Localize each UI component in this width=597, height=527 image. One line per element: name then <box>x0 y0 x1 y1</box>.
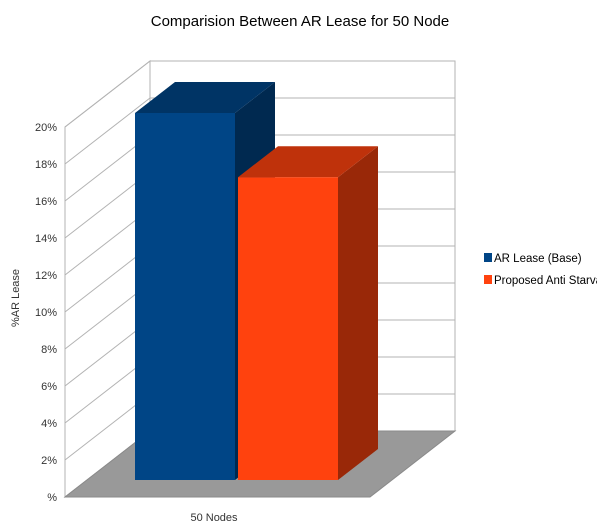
gridline <box>64 60 455 128</box>
legend-swatch <box>484 253 492 262</box>
y-tick-label: 14% <box>35 233 57 245</box>
y-axis-tick-labels: % 2% 4% 6% 8% 10% 12% 14% 16% 18% 20% <box>35 122 57 504</box>
bar-front <box>238 177 338 480</box>
y-tick-label: 16% <box>35 196 57 208</box>
y-tick-label: 8% <box>41 344 57 356</box>
y-tick-label: % <box>47 492 57 504</box>
y-tick-label: 12% <box>35 270 57 282</box>
bar-top <box>135 82 275 113</box>
y-tick-label: 20% <box>35 122 57 134</box>
bar-front <box>135 113 235 480</box>
y-tick-label: 18% <box>35 159 57 171</box>
y-axis-title: %AR Lease <box>10 269 22 327</box>
legend-item: Proposed Anti Starvation <box>484 275 597 287</box>
legend-swatch <box>484 275 492 284</box>
bars <box>135 82 378 480</box>
y-tick-label: 2% <box>41 455 57 467</box>
bar-side <box>338 146 378 480</box>
gridline <box>64 97 455 165</box>
bar-top <box>238 146 378 178</box>
legend: AR Lease (Base) Proposed Anti Starvation <box>484 253 597 287</box>
y-tick-label: 10% <box>35 307 57 319</box>
bar-2 <box>238 146 378 480</box>
legend-label: AR Lease (Base) <box>494 253 582 265</box>
legend-item: AR Lease (Base) <box>484 253 582 265</box>
y-tick-label: 6% <box>41 381 57 393</box>
legend-label: Proposed Anti Starvation <box>494 275 597 287</box>
chart-title: Comparision Between AR Lease for 50 Node <box>151 13 450 30</box>
x-category-label: 50 Nodes <box>190 512 238 524</box>
y-tick-label: 4% <box>41 418 57 430</box>
